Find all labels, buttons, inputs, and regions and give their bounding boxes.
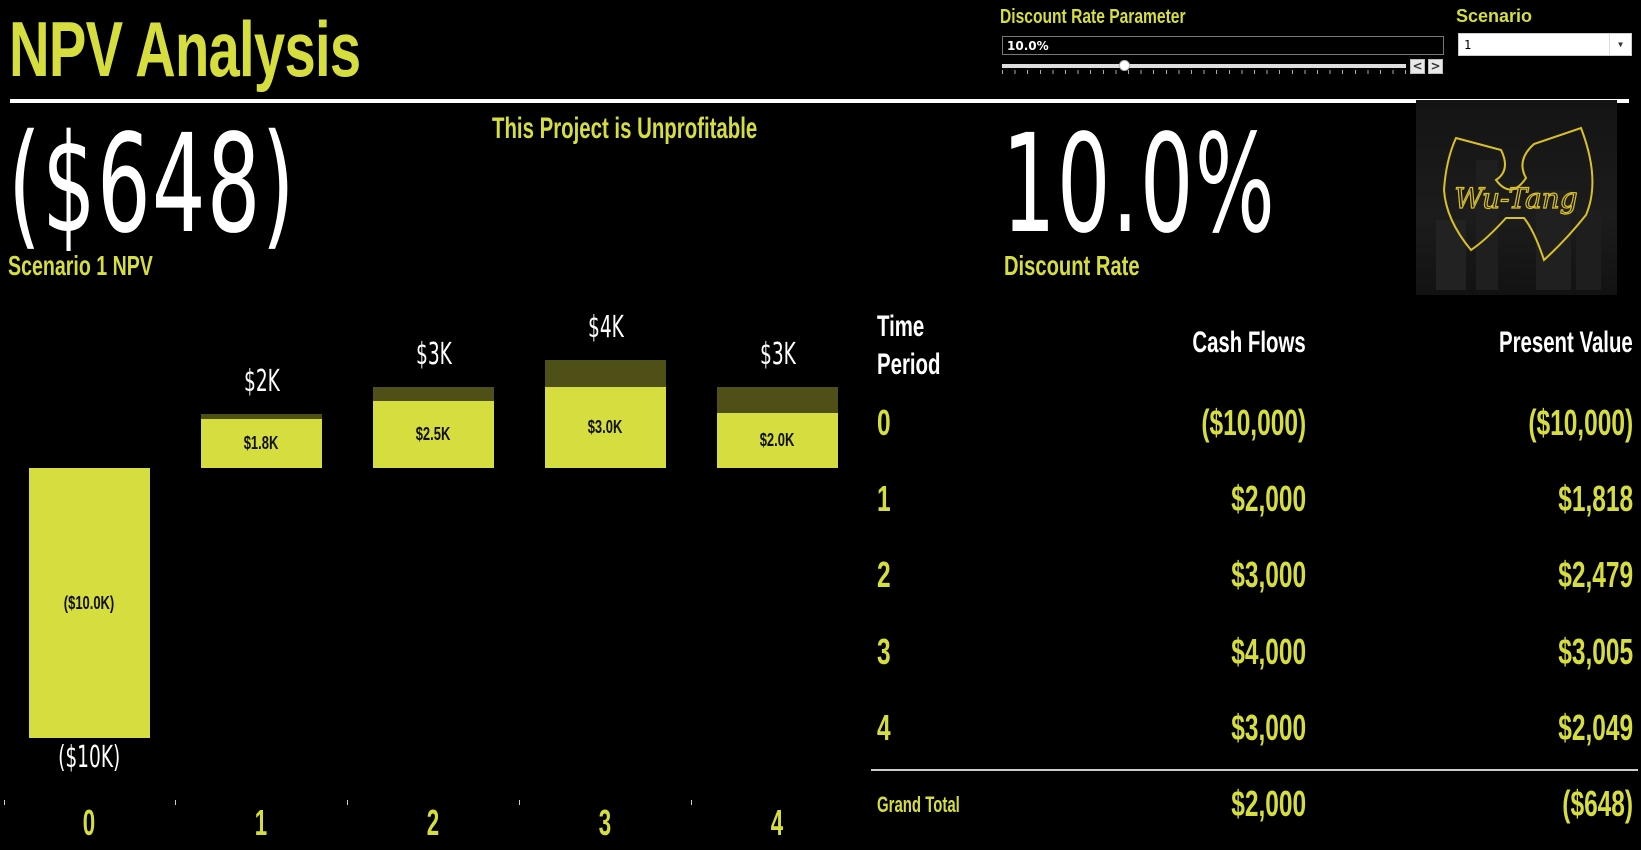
bar-cashflow-segment — [373, 387, 494, 401]
grand-total-label: Grand Total — [877, 792, 960, 817]
column-header-cash-flows: Cash Flows — [1192, 326, 1306, 359]
bar-cashflow-segment — [717, 387, 838, 413]
chevron-down-icon[interactable]: ▼ — [1609, 34, 1631, 55]
grand-total-present-value: ($648) — [1562, 783, 1633, 824]
discount-rate-value: 10.0% — [1002, 106, 1277, 264]
bar-cashflow-label: $3K — [415, 337, 452, 372]
bar-cashflow-label: ($10K) — [58, 740, 121, 775]
bar-period-0[interactable]: ($10.0K) — [29, 468, 150, 738]
bar-present-value: $2.5K — [373, 401, 494, 468]
axis-tick — [347, 800, 348, 805]
cash-flow-cell: $3,000 — [1231, 554, 1306, 595]
bar-period-2[interactable]: $2.5K — [373, 387, 494, 468]
axis-tick — [175, 800, 176, 805]
period-cell: 3 — [877, 631, 891, 672]
chevron-right-icon: > — [1430, 59, 1441, 73]
axis-tick — [691, 800, 692, 805]
grand-total-cash-flow: $2,000 — [1231, 783, 1306, 824]
bar-period-1[interactable]: $1.8K — [201, 414, 322, 468]
period-cell: 1 — [877, 478, 891, 519]
bar-period-4[interactable]: $2.0K — [717, 387, 838, 468]
bar-cashflow-label: $4K — [587, 310, 624, 345]
chevron-left-icon: < — [1412, 59, 1423, 73]
discount-rate-input[interactable] — [1002, 36, 1444, 55]
column-header-time-period: Time Period — [877, 310, 941, 381]
bar-period-3[interactable]: $3.0K — [545, 360, 666, 468]
bar-cashflow-label: $2K — [243, 364, 280, 399]
npv-caption: Scenario 1 NPV — [8, 250, 153, 281]
x-axis-label: 0 — [82, 802, 96, 843]
period-cell: 4 — [877, 707, 891, 748]
bar-cashflow-label: $3K — [759, 337, 796, 372]
wu-tang-logo-icon: Wu-Tang — [1436, 126, 1601, 290]
cash-flow-cell: $2,000 — [1231, 478, 1306, 519]
column-header-present-value: Present Value — [1499, 326, 1633, 359]
total-divider — [871, 769, 1638, 771]
present-value-cell: $3,005 — [1558, 631, 1633, 672]
cash-flow-cell: ($10,000) — [1201, 402, 1306, 443]
profitability-status: This Project is Unprofitable — [492, 112, 758, 145]
header-divider — [10, 99, 1629, 103]
decrement-button[interactable]: < — [1410, 59, 1425, 74]
scenario-selected-value: 1 — [1464, 38, 1472, 52]
discount-rate-slider-track[interactable] — [1002, 64, 1406, 68]
npv-value: ($648) — [8, 106, 296, 264]
bar-present-value: ($10.0K) — [29, 468, 150, 738]
slider-ticks — [1002, 70, 1406, 74]
period-cell: 0 — [877, 402, 891, 443]
scenario-label: Scenario — [1456, 6, 1533, 26]
svg-text:Wu-Tang: Wu-Tang — [1454, 182, 1577, 215]
discount-rate-slider-thumb[interactable] — [1119, 60, 1130, 71]
x-axis-label: 1 — [254, 802, 268, 843]
x-axis-label: 4 — [770, 802, 784, 843]
cash-flow-cell: $4,000 — [1231, 631, 1306, 672]
x-axis-label: 2 — [426, 802, 440, 843]
period-cell: 2 — [877, 554, 891, 595]
discount-rate-caption: Discount Rate — [1004, 250, 1140, 281]
bar-cashflow-segment — [201, 414, 322, 419]
present-value-cell: $2,049 — [1558, 707, 1633, 748]
wu-tang-logo-image: Wu-Tang — [1416, 100, 1617, 295]
present-value-cell: ($10,000) — [1528, 402, 1633, 443]
x-axis-label: 3 — [598, 802, 612, 843]
cash-flow-cell: $3,000 — [1231, 707, 1306, 748]
scenario-dropdown[interactable]: 1 ▼ — [1458, 33, 1632, 56]
increment-button[interactable]: > — [1428, 59, 1443, 74]
bar-cashflow-segment — [545, 360, 666, 387]
axis-tick — [519, 800, 520, 805]
page-title: NPV Analysis — [9, 5, 361, 93]
axis-tick — [4, 800, 5, 805]
npv-bar-chart: ($10.0K) ($10K) $2K $1.8K $3K $2.5K $4K … — [0, 290, 850, 850]
bar-present-value: $1.8K — [201, 419, 322, 468]
present-value-cell: $1,818 — [1558, 478, 1633, 519]
present-value-cell: $2,479 — [1558, 554, 1633, 595]
bar-present-value: $2.0K — [717, 413, 838, 468]
discount-parameter-label: Discount Rate Parameter — [1000, 6, 1186, 28]
bar-present-value: $3.0K — [545, 387, 666, 468]
